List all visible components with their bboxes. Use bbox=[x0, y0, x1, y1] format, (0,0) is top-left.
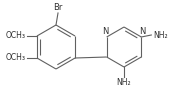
Text: OCH₃: OCH₃ bbox=[6, 53, 26, 61]
Text: N: N bbox=[102, 27, 109, 36]
Text: Br: Br bbox=[53, 3, 63, 12]
Text: N: N bbox=[139, 27, 145, 36]
Text: NH₂: NH₂ bbox=[153, 30, 168, 40]
Text: NH₂: NH₂ bbox=[117, 78, 131, 87]
Text: OCH₃: OCH₃ bbox=[6, 30, 26, 40]
